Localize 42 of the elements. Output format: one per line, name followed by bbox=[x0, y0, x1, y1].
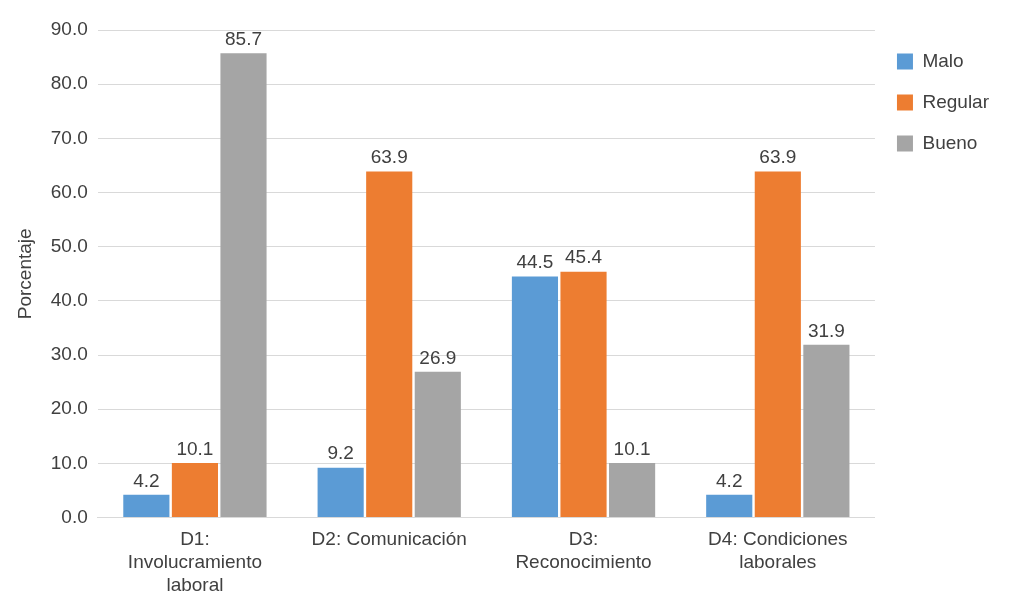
bar bbox=[706, 494, 753, 518]
bar bbox=[803, 344, 850, 518]
data-label: 63.9 bbox=[759, 146, 797, 168]
y-tick-label: 20.0 bbox=[50, 397, 88, 419]
data-label: 4.2 bbox=[133, 469, 160, 491]
y-tick-label: 50.0 bbox=[50, 234, 88, 256]
data-label: 10.1 bbox=[176, 437, 214, 459]
data-label: 4.2 bbox=[716, 469, 743, 491]
y-tick-label: 10.0 bbox=[50, 451, 88, 473]
x-tick-label: D4: Condiciones laborales bbox=[708, 528, 848, 573]
data-label: 31.9 bbox=[807, 319, 845, 341]
data-label: 85.7 bbox=[225, 28, 262, 50]
bar bbox=[609, 462, 656, 518]
bar bbox=[366, 171, 413, 518]
y-tick-label: 0.0 bbox=[61, 505, 88, 527]
bar bbox=[171, 462, 218, 518]
x-tick-label: D2: Comunicación bbox=[311, 528, 467, 550]
legend-label: Regular bbox=[922, 90, 990, 112]
data-label: 26.9 bbox=[419, 346, 457, 368]
bar bbox=[414, 371, 461, 518]
data-label: 45.4 bbox=[565, 246, 603, 268]
y-tick-label: 70.0 bbox=[50, 126, 88, 148]
x-tick-label: D3: Reconocimiento bbox=[515, 528, 652, 573]
data-label: 63.9 bbox=[370, 146, 408, 168]
y-tick-label: 90.0 bbox=[50, 18, 88, 40]
y-tick-label: 80.0 bbox=[50, 72, 88, 94]
legend-label: Malo bbox=[922, 49, 964, 71]
x-tick-label: D1: Involucramiento laboral bbox=[127, 528, 262, 595]
legend-label: Bueno bbox=[922, 131, 978, 153]
y-axis-title: Porcentaje bbox=[13, 228, 35, 320]
bar bbox=[220, 53, 267, 518]
bar bbox=[754, 171, 801, 518]
y-tick-label: 60.0 bbox=[50, 180, 88, 202]
y-tick-label: 40.0 bbox=[50, 289, 88, 311]
data-label: 10.1 bbox=[613, 437, 651, 459]
bar bbox=[560, 271, 607, 518]
data-label: 9.2 bbox=[327, 442, 354, 464]
y-tick-label: 30.0 bbox=[50, 343, 88, 365]
bar bbox=[511, 276, 559, 518]
bar bbox=[123, 494, 170, 518]
data-label: 44.5 bbox=[516, 251, 554, 273]
bar bbox=[317, 467, 364, 518]
